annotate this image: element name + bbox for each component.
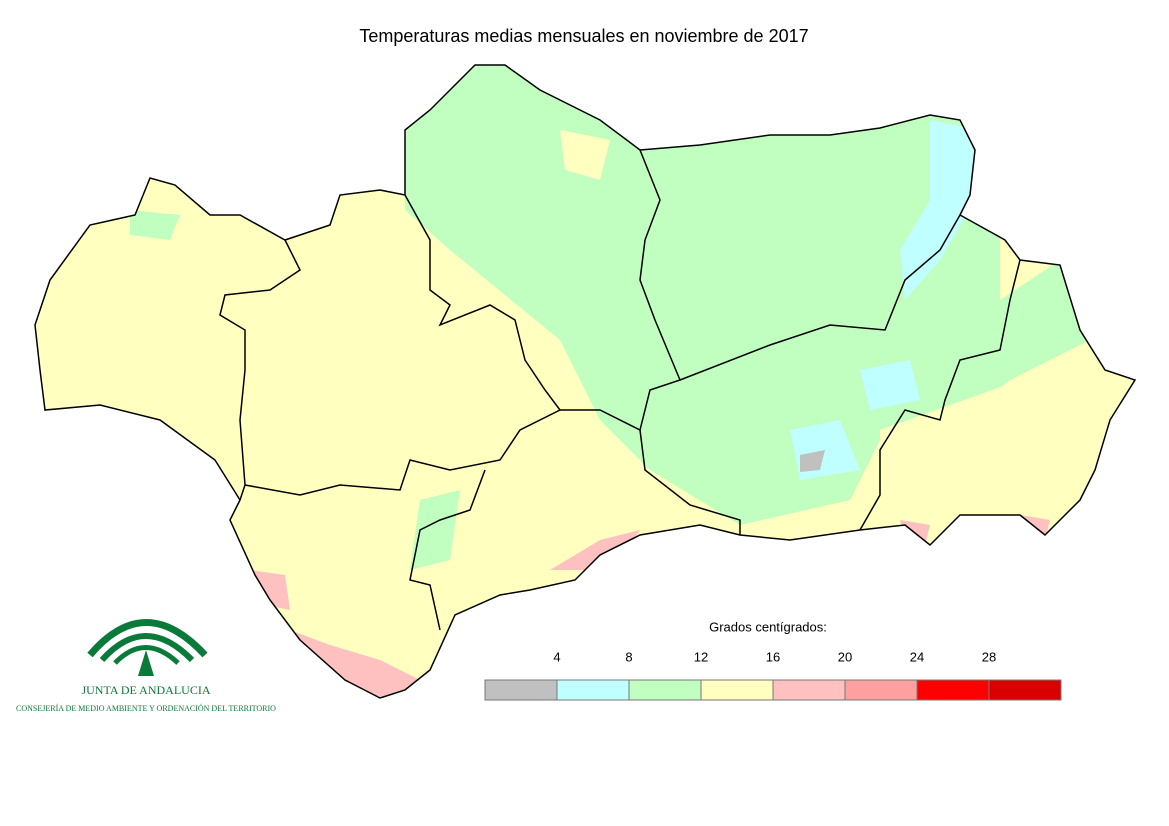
legend-swatch [556, 679, 630, 701]
legend-break-label: 16 [766, 649, 780, 664]
zone-16 [560, 130, 610, 180]
zone-8 [900, 120, 980, 300]
legend-swatch [916, 679, 990, 701]
legend-break-label: 28 [982, 649, 996, 664]
legend: Grados centígrados: 4 8 12 16 20 24 28 [484, 619, 1062, 701]
zone-20 [290, 630, 420, 698]
legend-swatch [988, 679, 1062, 701]
logo-arc [87, 619, 208, 658]
legend-break-label: 8 [625, 649, 632, 664]
legend-swatch [772, 679, 846, 701]
logo-mark [138, 650, 154, 676]
zone-12 [130, 210, 180, 240]
legend-break-label: 24 [910, 649, 924, 664]
zone-20 [550, 530, 640, 570]
legend-break-label: 4 [553, 649, 560, 664]
logo-name: JUNTA DE ANDALUCIA [81, 683, 210, 697]
province-border [859, 259, 1021, 531]
zone-12 [400, 65, 1090, 525]
province-border [409, 469, 486, 631]
legend-swatch [628, 679, 702, 701]
zone-12 [410, 490, 460, 570]
map-title: Temperaturas medias mensuales en noviemb… [359, 26, 808, 46]
legend-swatch [484, 679, 558, 701]
logo: JUNTA DE ANDALUCIA CONSEJERÍA DE MEDIO A… [16, 619, 276, 713]
legend-title: Grados centígrados: [709, 619, 827, 634]
legend-break-label: 20 [838, 649, 852, 664]
province-border [560, 149, 682, 432]
zone-8 [860, 360, 920, 410]
zone-16 [880, 370, 1090, 530]
legend-swatch [844, 679, 918, 701]
zone-20 [250, 570, 290, 610]
legend-swatch [700, 679, 774, 701]
province-border [244, 194, 562, 496]
logo-subtitle: CONSEJERÍA DE MEDIO AMBIENTE Y ORDENACIÓ… [16, 703, 276, 713]
province-border [679, 214, 961, 381]
borders [34, 64, 1136, 699]
province-border [639, 429, 741, 535]
province-border [219, 239, 301, 501]
zone-4 [800, 450, 825, 472]
legend-break-label: 12 [694, 649, 708, 664]
logo-arc [113, 645, 180, 665]
logo-arc [99, 633, 195, 663]
